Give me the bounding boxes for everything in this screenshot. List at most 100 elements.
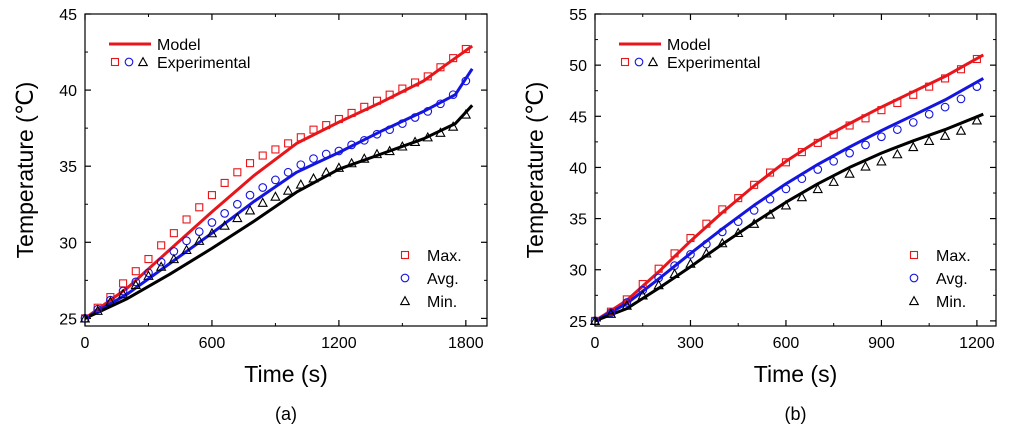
legend-experimental-markers bbox=[110, 56, 149, 67]
data-point bbox=[232, 212, 243, 223]
legend-marker-triangle bbox=[137, 56, 149, 67]
data-point bbox=[605, 308, 617, 318]
data-point bbox=[195, 203, 204, 212]
data-point bbox=[144, 254, 153, 264]
data-point bbox=[461, 76, 471, 86]
y-tick-label: 25 bbox=[59, 311, 77, 328]
data-point bbox=[764, 209, 776, 219]
data-point bbox=[270, 191, 281, 201]
data-point bbox=[360, 102, 369, 111]
data-point bbox=[702, 219, 711, 228]
data-point bbox=[194, 235, 205, 245]
data-point bbox=[169, 229, 178, 238]
y-tick-label: 30 bbox=[569, 263, 587, 280]
data-point bbox=[732, 227, 744, 238]
data-point bbox=[119, 279, 128, 288]
x-tick-label: 1800 bbox=[448, 335, 484, 352]
data-point bbox=[283, 167, 293, 177]
data-point bbox=[106, 293, 115, 302]
x-tick-label: 0 bbox=[81, 335, 90, 352]
y-tick-label: 45 bbox=[569, 109, 587, 126]
data-point bbox=[941, 74, 950, 83]
data-point bbox=[245, 159, 255, 168]
data-point bbox=[321, 149, 331, 159]
data-point bbox=[638, 280, 647, 289]
legend-model-label: Model bbox=[157, 37, 201, 54]
data-point bbox=[409, 136, 421, 146]
data-point bbox=[972, 54, 981, 64]
data-point bbox=[909, 90, 918, 99]
data-point bbox=[436, 99, 445, 109]
data-point bbox=[258, 183, 268, 192]
data-point bbox=[131, 277, 141, 287]
data-point bbox=[447, 121, 459, 131]
x-tick-label: 1200 bbox=[959, 335, 995, 352]
data-point bbox=[398, 84, 407, 93]
legend-label-max: Max. bbox=[427, 248, 462, 265]
chart-panel-b: 0 300 600 900 1200 25 30 35 40 45 50 55 Time (s) Temp… bbox=[522, 7, 997, 424]
data-point bbox=[813, 165, 823, 174]
data-point bbox=[892, 125, 902, 134]
data-point bbox=[861, 140, 870, 150]
data-point bbox=[130, 279, 142, 290]
data-point bbox=[812, 183, 824, 194]
data-point bbox=[908, 118, 918, 127]
data-point bbox=[654, 264, 663, 273]
data-point bbox=[781, 184, 791, 194]
data-point bbox=[296, 160, 306, 170]
data-point bbox=[207, 218, 217, 227]
model-line-avg bbox=[85, 67, 474, 320]
data-point bbox=[143, 270, 154, 280]
data-point bbox=[347, 108, 356, 117]
legend-marker-circle bbox=[634, 57, 644, 67]
x-tick-label: 0 bbox=[591, 335, 600, 352]
data-point bbox=[845, 148, 854, 158]
y-tick-label: 35 bbox=[59, 159, 77, 176]
y-axis-title: Temperature (℃) bbox=[522, 82, 548, 259]
data-point bbox=[233, 168, 242, 177]
legend-label-max: Max. bbox=[936, 248, 971, 265]
data-point bbox=[780, 199, 792, 210]
legend-experimental-markers bbox=[620, 56, 659, 67]
data-point bbox=[245, 190, 255, 200]
legend-marker-triangle bbox=[647, 56, 659, 67]
legend-label-min: Min. bbox=[936, 294, 966, 311]
experimental-series-avg bbox=[590, 82, 982, 326]
model-line-min bbox=[595, 112, 984, 323]
data-point bbox=[829, 130, 838, 139]
data-point bbox=[258, 151, 267, 160]
data-point bbox=[372, 96, 382, 105]
data-point bbox=[206, 227, 218, 238]
chart-panel-a: 0 600 1200 1800 25 30 35 40 45 Time (s) Temperatur… bbox=[12, 7, 488, 424]
data-point bbox=[220, 209, 229, 218]
legend-marker-circle bbox=[124, 57, 134, 67]
data-point bbox=[347, 140, 356, 150]
data-point bbox=[346, 157, 357, 168]
data-point bbox=[271, 145, 280, 154]
legend-marker-circle bbox=[909, 273, 919, 283]
data-point bbox=[257, 197, 268, 207]
data-point bbox=[398, 119, 407, 128]
data-point bbox=[860, 160, 871, 171]
data-point bbox=[829, 156, 839, 166]
data-point bbox=[282, 185, 294, 195]
data-point bbox=[182, 215, 191, 224]
data-point bbox=[924, 109, 934, 119]
experimental-series-min bbox=[589, 114, 983, 326]
legend-marker-square bbox=[620, 57, 630, 67]
data-point bbox=[105, 296, 116, 306]
panel-label: (a) bbox=[275, 404, 297, 424]
legend-marker-square bbox=[110, 57, 120, 67]
data-point bbox=[765, 194, 775, 204]
data-point bbox=[861, 114, 870, 123]
data-point bbox=[749, 206, 759, 215]
data-point bbox=[372, 129, 382, 139]
data-point bbox=[371, 148, 383, 159]
panel-label: (b) bbox=[785, 404, 807, 424]
data-point bbox=[118, 286, 128, 296]
data-point bbox=[422, 131, 433, 142]
data-point bbox=[956, 65, 966, 74]
data-point bbox=[686, 233, 695, 243]
y-tick-label: 25 bbox=[569, 314, 587, 331]
data-point bbox=[79, 312, 91, 323]
